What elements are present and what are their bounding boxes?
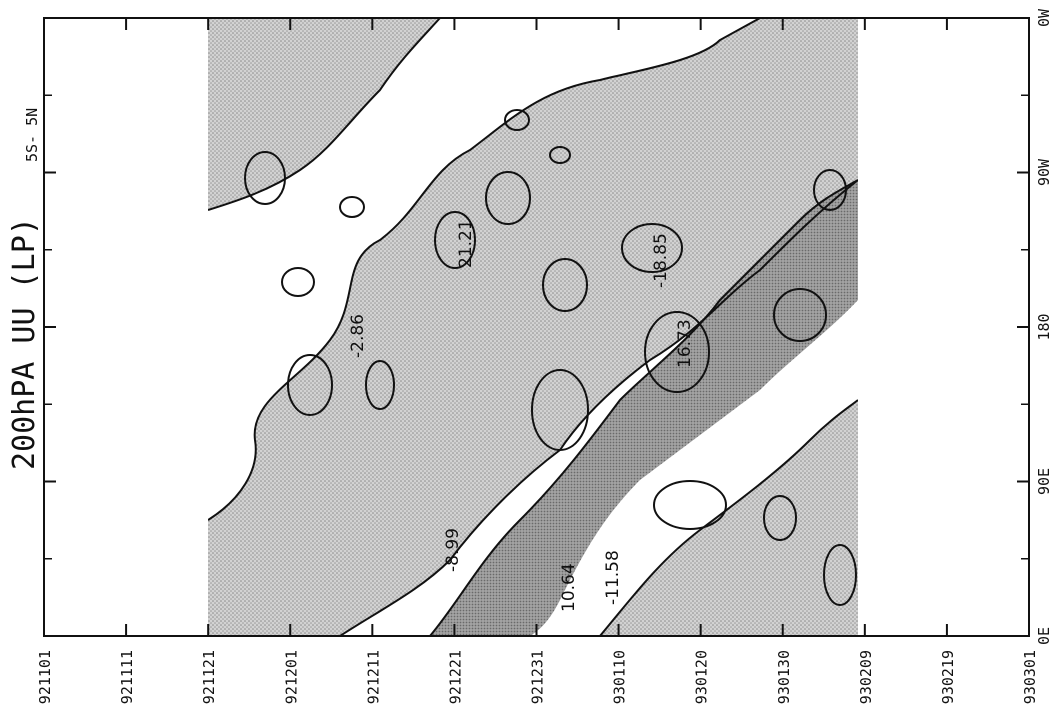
contour-closed xyxy=(763,495,797,541)
x-tick-label: 930209 xyxy=(857,650,875,704)
y-tick-label: 180 xyxy=(1035,313,1053,340)
contour-line xyxy=(208,18,761,521)
contour-label: -11.58 xyxy=(603,550,623,605)
y-tick-label: 90W xyxy=(1035,158,1053,186)
contour-closed xyxy=(365,360,395,410)
contour-closed xyxy=(339,196,365,218)
x-tick-label: 930219 xyxy=(939,650,957,704)
contour-closed xyxy=(531,369,589,451)
contour-label: 10.64 xyxy=(559,563,579,612)
x-tick-label: 921121 xyxy=(200,650,218,704)
contour-label: 16.73 xyxy=(675,319,695,368)
y-tick-label: 90E xyxy=(1035,468,1053,495)
contour-label: -18.85 xyxy=(651,233,671,288)
contour-closed xyxy=(244,151,286,205)
contour-line xyxy=(339,179,858,636)
x-tick-label: 921101 xyxy=(36,650,54,704)
x-tick-label: 921221 xyxy=(446,650,464,704)
x-tick-label: 921211 xyxy=(364,650,382,704)
contour-closed xyxy=(281,267,315,297)
contour-closed xyxy=(644,311,710,393)
y-tick-label: 0E xyxy=(1035,627,1053,645)
chart-title: 200hPA UU (LP) xyxy=(7,217,42,470)
contour-closed xyxy=(485,171,531,225)
contour-closed xyxy=(773,288,827,342)
contour-closed xyxy=(621,223,683,273)
contour-label: -2.86 xyxy=(348,314,368,358)
y-tick-label: 0W xyxy=(1035,8,1053,27)
contour-closed xyxy=(287,354,333,416)
x-axis: 921101 921111 921121 921201 921211 921221 9212… xyxy=(36,18,1039,704)
x-tick-label: 930110 xyxy=(611,650,629,704)
contour-closed xyxy=(653,480,727,530)
x-tick-label: 921201 xyxy=(282,650,300,704)
contour-closed xyxy=(504,109,530,131)
contour-closed xyxy=(813,169,847,211)
y-axis: 0E 90E 180 90W 0W xyxy=(44,8,1053,645)
x-tick-label: 930301 xyxy=(1021,650,1039,704)
contour-label: -8.99 xyxy=(443,528,463,572)
data-field: -2.86 21.21 -18.85 16.73 -8.99 10.64 -11… xyxy=(208,18,858,636)
contour-closed xyxy=(434,211,476,269)
contour-line xyxy=(599,399,858,636)
contour-lines xyxy=(208,18,858,636)
shaded-region-upper-right xyxy=(600,400,858,636)
contour-line xyxy=(429,179,858,636)
contour-closed xyxy=(542,258,588,312)
x-tick-label: 930130 xyxy=(775,650,793,704)
contour-labels: -2.86 21.21 -18.85 16.73 -8.99 10.64 -11… xyxy=(348,219,695,612)
shaded-region-band xyxy=(430,180,858,636)
shaded-region-top xyxy=(208,18,440,210)
chart-subtitle: 5S- 5N xyxy=(23,108,41,162)
contour-label: 21.21 xyxy=(456,219,476,268)
shaded-region-lower-left xyxy=(208,18,858,636)
contour-line xyxy=(208,18,441,211)
x-tick-label: 921111 xyxy=(118,650,136,704)
contour-closed xyxy=(823,544,857,606)
x-tick-label: 921231 xyxy=(529,650,547,704)
x-tick-label: 930120 xyxy=(693,650,711,704)
contour-closed xyxy=(549,146,571,164)
shaded-blob-left xyxy=(208,540,243,636)
